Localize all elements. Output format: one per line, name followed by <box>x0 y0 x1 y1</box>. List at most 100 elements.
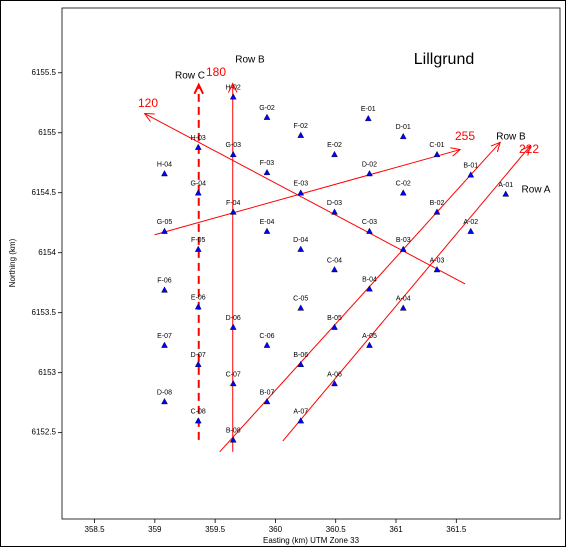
turbine-marker <box>229 380 237 387</box>
turbine-label: A-04 <box>396 296 411 303</box>
turbine-marker <box>194 303 202 310</box>
turbine-label: G-02 <box>259 105 275 112</box>
x-tick-label: 360.5 <box>326 525 347 534</box>
x-axis-label: Easting (km) UTM Zone 33 <box>263 536 360 545</box>
turbine-marker <box>331 380 338 387</box>
arrow-head <box>490 141 501 153</box>
turbine-marker <box>366 227 373 234</box>
turbine-label: G-05 <box>157 219 173 226</box>
turbine-label: E-06 <box>191 295 206 302</box>
turbine-label: H-03 <box>191 135 206 142</box>
turbine-marker <box>331 208 338 215</box>
turbine-label: A-05 <box>362 333 377 340</box>
turbine-marker <box>331 150 338 158</box>
turbine-marker <box>229 436 237 443</box>
turbine-marker <box>229 208 237 215</box>
turbine-label: H-02 <box>226 85 241 92</box>
y-tick-label: 6152.5 <box>32 428 57 437</box>
turbine-marker <box>297 131 305 138</box>
y-tick-label: 6155 <box>38 128 56 137</box>
arrow-head <box>450 147 462 157</box>
row-line <box>144 113 466 285</box>
arrow-head <box>520 145 531 156</box>
turbine-label: G-03 <box>225 142 241 149</box>
turbine-label: B-02 <box>430 200 445 207</box>
turbine-marker <box>297 245 305 252</box>
annotation: Row B <box>235 55 265 66</box>
turbine-marker <box>399 189 407 196</box>
plot-area <box>61 7 561 520</box>
turbine-marker <box>194 360 202 367</box>
turbine-marker <box>194 417 202 424</box>
turbine-label: C-05 <box>293 296 308 303</box>
x-tick-label: 359 <box>148 525 162 534</box>
turbine-marker <box>229 93 237 100</box>
turbine-label: C-03 <box>362 219 377 226</box>
turbine-label: A-03 <box>430 257 445 264</box>
turbine-marker <box>297 360 305 367</box>
x-tick-label: 361 <box>389 525 403 534</box>
turbine-label: B-05 <box>327 315 342 322</box>
turbine-marker <box>331 266 338 273</box>
y-tick-label: 6154 <box>38 248 56 257</box>
x-tick-label: 361.5 <box>446 525 467 534</box>
arrow-head <box>193 82 204 95</box>
turbine-label: B-06 <box>293 352 308 359</box>
y-tick-label: 6153 <box>38 368 56 377</box>
turbine-label: D-07 <box>191 352 206 359</box>
turbine-marker <box>467 227 475 234</box>
turbine-marker <box>161 170 168 177</box>
turbine-marker <box>399 245 407 252</box>
row-line <box>282 145 531 442</box>
turbine-marker <box>399 304 407 311</box>
turbine-marker <box>263 341 271 348</box>
turbine-marker <box>161 398 168 405</box>
turbine-marker <box>366 285 373 292</box>
x-tick-label: 360 <box>269 525 283 534</box>
turbine-label: B-04 <box>362 277 377 284</box>
y-tick-label: 6153.5 <box>32 308 57 317</box>
annotation: 255 <box>455 129 475 143</box>
turbine-marker <box>194 245 202 252</box>
turbine-label: C-06 <box>259 333 274 340</box>
turbine-marker <box>161 341 168 348</box>
turbine-marker <box>297 189 305 196</box>
turbine-label: B-03 <box>396 237 411 244</box>
turbine-marker <box>502 190 510 197</box>
turbine-label: A-07 <box>293 408 308 415</box>
turbine-marker <box>433 150 441 158</box>
turbine-label: F-05 <box>191 237 206 244</box>
row-line <box>154 149 461 236</box>
turbine-marker <box>263 113 271 120</box>
turbine-marker <box>194 143 202 150</box>
turbine-label: A-01 <box>498 182 513 189</box>
turbine-label: D-04 <box>293 237 308 244</box>
turbine-label: E-01 <box>361 106 376 113</box>
turbine-label: E-07 <box>157 333 172 340</box>
turbine-label: D-01 <box>396 124 411 131</box>
turbine-label: F-02 <box>294 123 309 130</box>
annotation: 222 <box>519 142 539 156</box>
turbine-label: E-04 <box>260 219 275 226</box>
turbine-label: C-04 <box>327 257 342 264</box>
turbine-marker <box>366 341 373 348</box>
turbine-marker <box>161 286 168 293</box>
y-tick-label: 6154.5 <box>32 188 57 197</box>
turbine-marker <box>229 150 237 158</box>
turbine-label: C-02 <box>396 181 411 188</box>
turbine-marker <box>263 398 271 405</box>
turbine-marker <box>161 227 168 234</box>
turbine-label: B-08 <box>226 428 241 435</box>
turbine-label: D-02 <box>362 161 377 168</box>
turbine-marker <box>399 132 407 140</box>
turbine-label: D-03 <box>327 200 342 207</box>
arrow-head <box>227 82 238 93</box>
turbine-label: B-01 <box>463 163 478 170</box>
turbine-label: C-01 <box>429 142 444 149</box>
turbine-marker <box>297 417 305 424</box>
x-tick-label: 359.5 <box>205 525 226 534</box>
turbine-label: B-07 <box>260 389 275 396</box>
turbine-label: A-06 <box>327 371 342 378</box>
turbine-label: A-02 <box>463 219 478 226</box>
annotation: 180 <box>206 65 226 79</box>
